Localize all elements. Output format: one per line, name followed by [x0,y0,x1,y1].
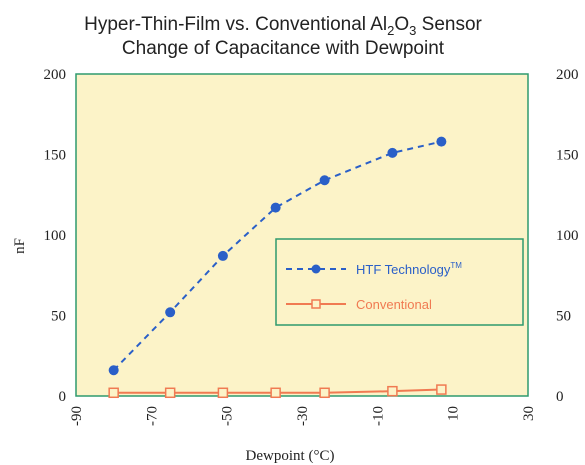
data-point-htf [387,147,398,158]
x-tick-label: -30 [295,406,311,426]
data-point-htf [270,202,281,213]
data-point-htf [108,365,119,376]
y-tick-label: 50 [51,309,66,325]
plot-area [75,73,529,397]
x-tick-label: 10 [446,406,462,421]
x-tick-label: -90 [69,406,85,426]
chart-title-post: Sensor [416,14,482,35]
chart-title-pre: Hyper-Thin-Film vs. Conventional Al [84,14,387,35]
axis-ticks: -90 -70 -50 -30 -10 10 30 0 50 100 150 200 0 50 100 150… [44,67,579,426]
y-tick-label: 100 [44,228,67,244]
legend-marker-conventional [311,299,321,309]
x-axis-label: Dewpoint (°C) [246,448,335,464]
data-point-conventional [164,387,176,399]
x-tick-label: -10 [370,406,386,426]
data-point-htf [217,250,228,261]
data-point-conventional [217,387,229,399]
chart-title-mid: O [394,14,409,35]
x-tick-label: 30 [521,406,537,421]
data-point-htf [436,136,447,147]
legend-label-htf: HTF TechnologyTM [356,261,462,277]
y-tick-label-right: 150 [556,148,579,164]
y-axis-label: nF [12,238,28,254]
data-point-conventional [387,385,398,397]
chart-title-sub2: 3 [409,23,416,38]
legend-box [275,238,524,326]
data-point-conventional [270,387,281,399]
y-tick-label-right: 0 [556,389,564,405]
data-point-conventional [319,387,330,399]
series-layer [108,136,447,399]
y-tick-label-right: 200 [556,67,579,83]
y-tick-label: 150 [44,148,67,164]
x-tick-label: -70 [144,406,160,426]
chart-title-line1: Hyper-Thin-Film vs. Conventional Al2O3 S… [84,14,482,38]
y-tick-label-right: 100 [556,228,579,244]
data-point-htf [165,307,176,318]
data-point-htf [319,175,330,186]
chart-title-line2: Change of Capacitance with Dewpoint [122,38,445,59]
legend: HTF TechnologyTM Conventional [275,238,524,326]
y-tick-label-right: 50 [556,309,571,325]
legend-label-htf-suffix: TM [450,261,462,270]
data-point-conventional [108,387,119,399]
legend-label-htf-name: HTF Technology [356,262,451,277]
chart-title-sub1: 2 [387,23,394,38]
y-tick-label: 0 [59,389,67,405]
y-tick-label: 200 [44,67,67,83]
legend-label-conventional: Conventional [356,297,432,312]
x-tick-label: -50 [220,406,236,426]
legend-marker-htf [311,264,321,274]
data-point-conventional [436,384,447,395]
